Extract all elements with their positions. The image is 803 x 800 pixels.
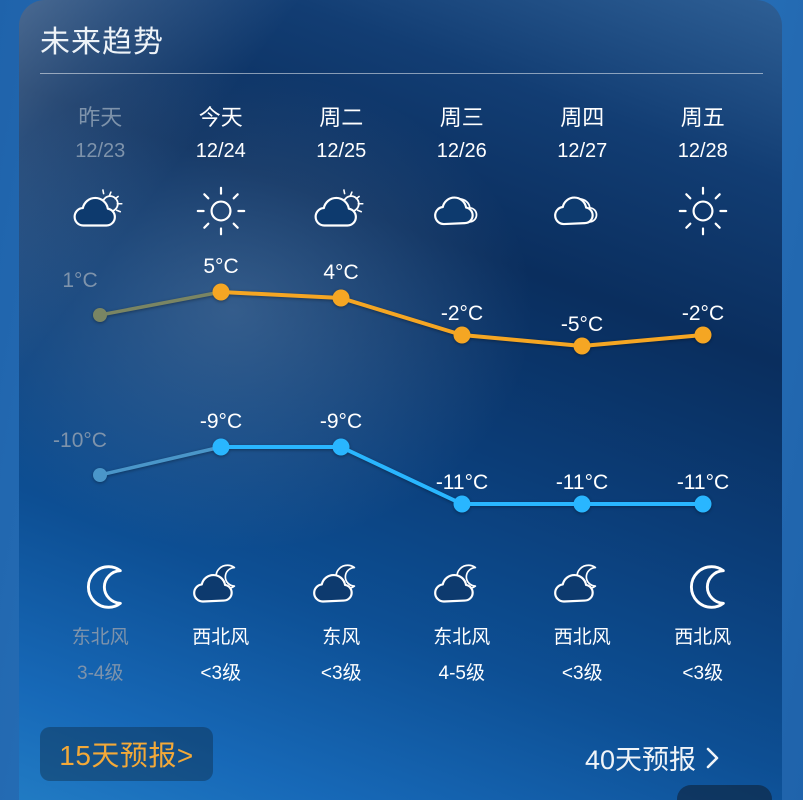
svg-text:-11°C: -11°C xyxy=(677,471,729,494)
svg-text:1°C: 1°C xyxy=(62,269,97,292)
svg-text:-2°C: -2°C xyxy=(441,302,483,325)
svg-text:-11°C: -11°C xyxy=(556,471,608,494)
svg-text:4°C: 4°C xyxy=(323,261,358,284)
svg-text:-11°C: -11°C xyxy=(436,471,488,494)
svg-text:-5°C: -5°C xyxy=(561,313,603,336)
svg-text:-10°C: -10°C xyxy=(53,429,107,452)
svg-text:5°C: 5°C xyxy=(203,255,238,278)
svg-text:-9°C: -9°C xyxy=(320,410,362,433)
svg-text:-9°C: -9°C xyxy=(200,410,242,433)
svg-text:-2°C: -2°C xyxy=(682,302,724,325)
